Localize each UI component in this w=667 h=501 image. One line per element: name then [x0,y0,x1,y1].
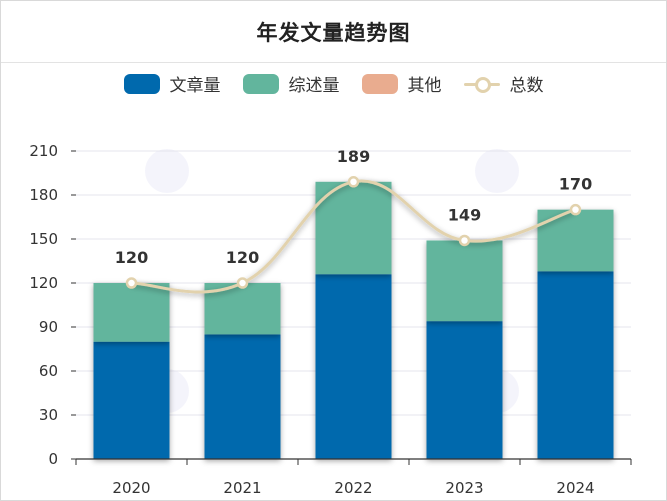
legend-swatch-other [361,73,398,94]
legend-swatch-articles [123,73,160,94]
bar-articles [426,321,503,459]
legend-item-reviews[interactable]: 综述量 [242,71,340,96]
y-tick-label: 120 [29,274,58,292]
data-label-total: 189 [337,147,370,166]
x-tick-label: 2022 [334,479,372,497]
x-tick-label: 2023 [445,479,483,497]
legend-item-articles[interactable]: 文章量 [123,71,221,96]
legend-label-total: 总数 [509,76,544,96]
y-tick-label: 210 [29,142,58,160]
data-label-total: 120 [226,248,259,267]
y-tick-label: 0 [48,450,58,468]
y-tick-label: 150 [29,230,58,248]
legend-line-key-total [463,74,500,94]
point-total [569,203,582,216]
legend-label-other: 其他 [407,76,442,96]
bar-reviews [93,283,170,342]
y-tick-label: 60 [39,362,58,380]
legend-label-reviews: 综述量 [288,76,340,96]
legend-item-total[interactable]: 总数 [463,71,544,96]
bar-articles [93,341,170,459]
legend-label-articles: 文章量 [169,76,221,96]
point-total [347,176,360,188]
point-total [458,234,471,247]
x-tick-label: 2024 [556,479,594,497]
data-label-total: 120 [115,248,148,267]
watermark-icon [145,149,189,193]
y-tick-label: 90 [39,318,58,336]
data-label-total: 170 [559,175,592,194]
point-total [236,277,249,289]
chart-header: 年发文量趋势图 [1,1,666,63]
watermark-icon [475,149,519,193]
legend-item-other[interactable]: 其他 [361,71,442,96]
chart-title: 年发文量趋势图 [256,20,411,45]
chart-legend: 文章量 综述量 其他 总数 [1,71,666,96]
x-tick-label: 2021 [223,479,261,497]
y-tick-label: 30 [39,406,58,424]
bar-articles [537,271,614,459]
point-total [125,277,138,289]
bar-reviews [537,209,614,272]
x-tick-label: 2020 [112,479,150,497]
bar-reviews [426,240,503,322]
bar-articles [204,334,281,459]
data-label-total: 149 [448,205,481,224]
bar-articles [315,274,392,459]
legend-swatch-reviews [242,73,279,94]
bar-reviews [315,181,392,275]
y-tick-label: 180 [29,186,58,204]
